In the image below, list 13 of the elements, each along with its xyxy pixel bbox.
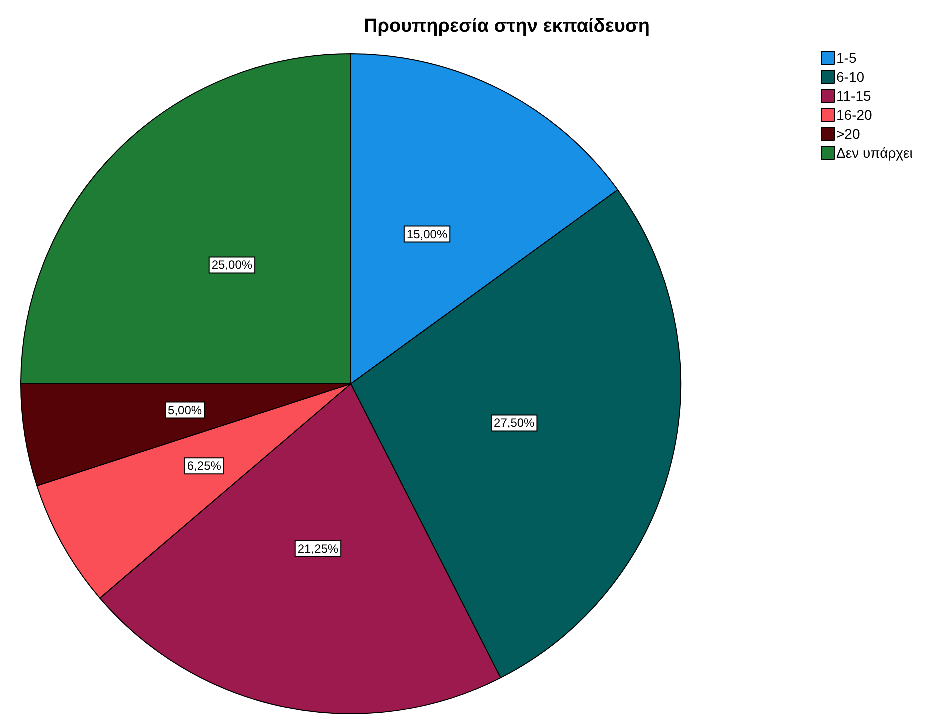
- data-label: 21,25%: [298, 542, 339, 556]
- legend-label: >20: [836, 126, 860, 142]
- legend-label: 1-5: [836, 50, 857, 66]
- data-label: 15,00%: [406, 227, 448, 242]
- legend-label: Δεν υπάρχει: [836, 145, 913, 161]
- data-label: 27,50%: [494, 416, 536, 430]
- data-label: 25,00%: [212, 258, 253, 272]
- chart-title: Προυπηρεσία στην εκπαίδευση: [364, 16, 650, 37]
- legend-label: 11-15: [836, 88, 872, 104]
- legend-label: 16-20: [836, 107, 873, 123]
- data-label: 6,25%: [187, 459, 222, 474]
- data-label: 5,00%: [168, 403, 202, 418]
- legend-label: 6-10: [836, 69, 865, 85]
